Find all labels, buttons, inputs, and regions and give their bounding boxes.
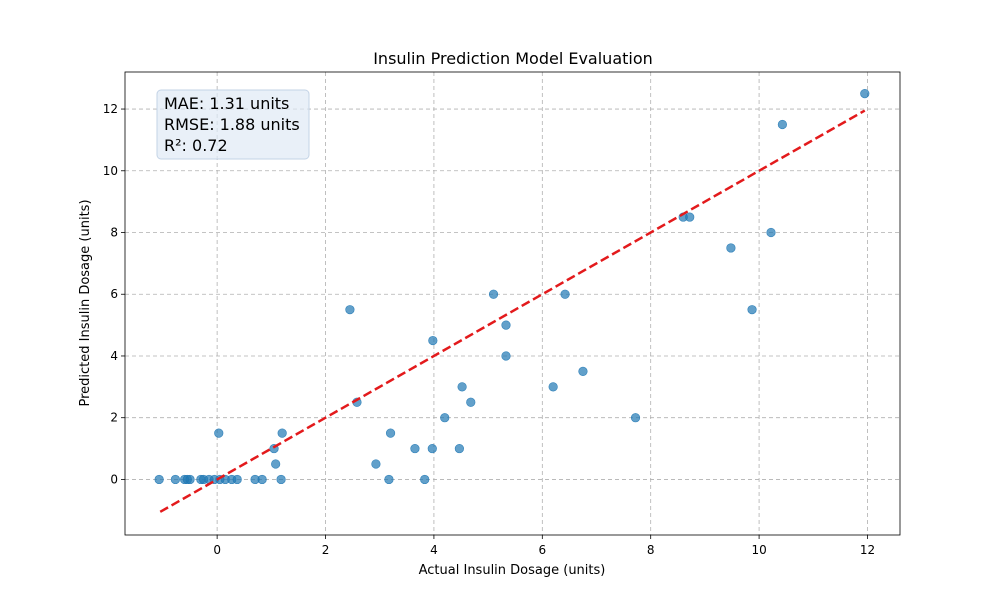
data-point bbox=[630, 413, 641, 423]
data-point bbox=[276, 474, 286, 485]
reference-line-group bbox=[159, 109, 866, 513]
data-point bbox=[185, 474, 195, 485]
data-point bbox=[560, 289, 570, 299]
data-point bbox=[454, 443, 464, 454]
y-axis-label: Predicted Insulin Dosage (units) bbox=[78, 199, 93, 406]
x-tick-label: 0 bbox=[213, 543, 221, 557]
y-axis-ticks: 0 2 4 6 8 10 12 bbox=[103, 102, 125, 486]
data-point bbox=[766, 227, 776, 238]
data-point bbox=[466, 397, 476, 407]
data-point bbox=[154, 474, 164, 485]
data-point bbox=[488, 289, 499, 299]
data-point bbox=[548, 382, 558, 392]
x-tick-label: 10 bbox=[751, 543, 766, 557]
data-point bbox=[578, 366, 588, 377]
data-point bbox=[385, 428, 396, 438]
y-tick-label: 0 bbox=[110, 472, 118, 486]
data-point bbox=[420, 474, 430, 485]
data-point bbox=[501, 320, 511, 330]
y-tick-label: 12 bbox=[103, 102, 118, 116]
data-point bbox=[427, 443, 437, 454]
chart-title: Insulin Prediction Model Evaluation bbox=[373, 49, 653, 68]
x-tick-label: 12 bbox=[860, 543, 875, 557]
x-tick-label: 2 bbox=[322, 543, 330, 557]
data-point bbox=[410, 443, 420, 454]
data-point bbox=[277, 428, 287, 438]
data-point bbox=[860, 89, 870, 99]
plot-frame bbox=[124, 71, 901, 536]
x-tick-label: 6 bbox=[538, 543, 546, 557]
y-tick-label: 8 bbox=[110, 226, 118, 240]
data-point bbox=[257, 474, 267, 485]
data-point bbox=[457, 382, 467, 392]
x-tick-label: 8 bbox=[647, 543, 655, 557]
reference-line bbox=[159, 109, 866, 513]
y-tick-label: 2 bbox=[110, 411, 118, 425]
data-point bbox=[271, 459, 281, 469]
x-tick-label: 4 bbox=[430, 543, 438, 557]
data-point bbox=[214, 428, 224, 438]
x-axis-label: Actual Insulin Dosage (units) bbox=[419, 563, 606, 578]
data-point bbox=[501, 351, 511, 361]
y-tick-label: 4 bbox=[110, 349, 118, 363]
data-point bbox=[371, 459, 381, 469]
stats-box-background bbox=[156, 89, 310, 160]
data-point bbox=[726, 243, 736, 253]
data-point bbox=[345, 305, 355, 315]
stats-mae: MAE: 1.31 units bbox=[164, 94, 289, 113]
stats-rmse: RMSE: 1.88 units bbox=[164, 115, 300, 134]
x-axis-ticks: 0 2 4 6 8 10 12 bbox=[213, 535, 875, 557]
data-point bbox=[428, 335, 438, 346]
data-point bbox=[440, 413, 450, 423]
stats-box: MAE: 1.31 units RMSE: 1.88 units R²: 0.7… bbox=[156, 89, 310, 160]
data-point bbox=[747, 305, 757, 315]
grid bbox=[125, 72, 900, 535]
y-tick-label: 10 bbox=[103, 164, 118, 178]
data-point bbox=[384, 474, 394, 485]
data-point bbox=[685, 212, 695, 222]
stats-r2: R²: 0.72 bbox=[164, 136, 228, 155]
y-tick-label: 6 bbox=[110, 287, 118, 301]
data-point bbox=[170, 474, 181, 485]
data-point bbox=[232, 474, 242, 485]
data-point bbox=[777, 119, 787, 130]
